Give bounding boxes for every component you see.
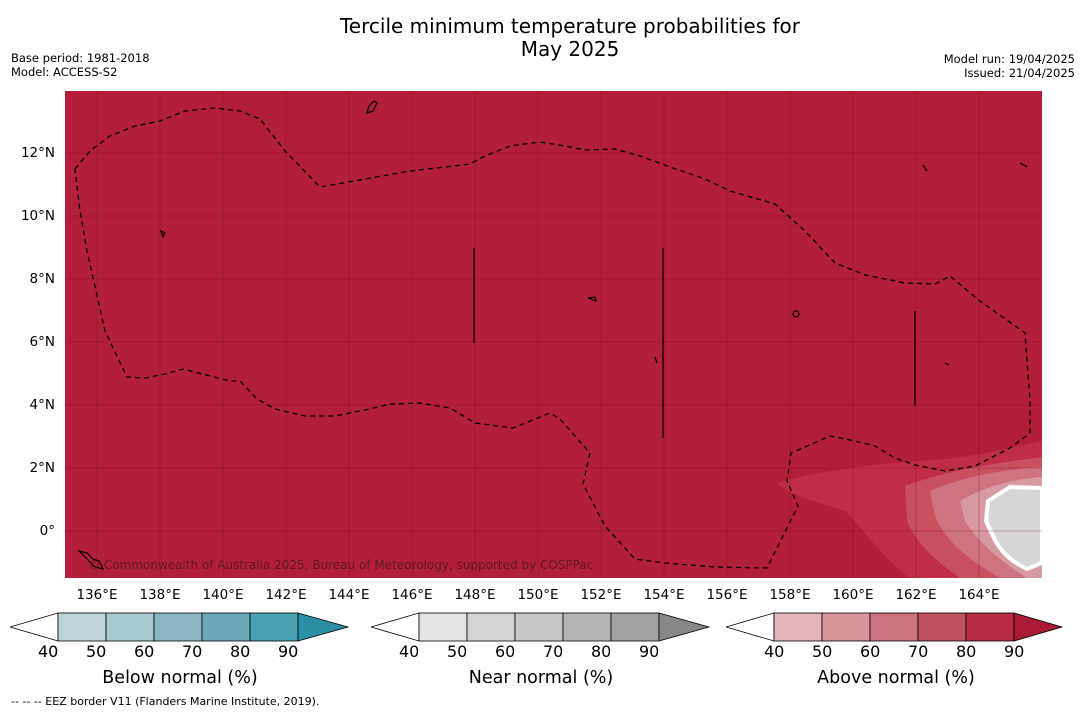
lon-label-160e: 160°E: [832, 587, 874, 603]
probability-map: [65, 91, 1042, 578]
lat-label-8n: 8°N: [29, 271, 55, 287]
near-tick-80: 80: [591, 642, 612, 661]
lon-label-152e: 152°E: [580, 587, 622, 603]
colorbar-above-ticks: 40 50 60 70 80 90: [764, 642, 1054, 662]
above-tick-40: 40: [764, 642, 785, 661]
near-bin-80-90: [610, 612, 660, 642]
lon-label-158e: 158°E: [769, 587, 811, 603]
near-tick-70: 70: [543, 642, 564, 661]
lon-label-150e: 150°E: [517, 587, 559, 603]
below-tick-50: 50: [86, 642, 107, 661]
below-bin-40-50: [57, 612, 107, 642]
colorbar-near-ticks: 40 50 60 70 80 90: [399, 642, 689, 662]
below-bin-70-80: [201, 612, 251, 642]
near-bin-60-70: [514, 612, 564, 642]
near-over-arrow: [658, 612, 711, 642]
near-under-arrow: [369, 612, 420, 642]
lon-label-164e: 164°E: [958, 587, 1000, 603]
lon-label-154e: 154°E: [643, 587, 685, 603]
graticule: [65, 91, 1042, 578]
lon-label-156e: 156°E: [706, 587, 748, 603]
near-bin-40-50: [418, 612, 468, 642]
colorbar-below-normal: [8, 612, 350, 646]
below-bin-60-70: [153, 612, 203, 642]
colorbar-below-ticks: 40 50 60 70 80 90: [38, 642, 328, 662]
colorbar-near-normal: [369, 612, 711, 646]
below-under-arrow: [8, 612, 59, 642]
colorbar-near-svg: [369, 612, 711, 642]
colorbar-above-svg: [724, 612, 1064, 642]
near-tick-60: 60: [495, 642, 516, 661]
above-bin-40-50: [773, 612, 823, 642]
below-tick-90: 90: [278, 642, 299, 661]
model-name: Model: ACCESS-S2: [11, 65, 118, 79]
above-tick-90: 90: [1004, 642, 1025, 661]
above-tick-60: 60: [860, 642, 881, 661]
lon-label-142e: 142°E: [265, 587, 307, 603]
meta-left: Base period: 1981-2018 Model: ACCESS-S2: [11, 51, 150, 79]
map-svg: [65, 91, 1042, 578]
near-tick-50: 50: [447, 642, 468, 661]
lon-label-140e: 140°E: [202, 587, 244, 603]
lat-label-2n: 2°N: [29, 460, 55, 476]
below-tick-70: 70: [182, 642, 203, 661]
colorbar-near-title: Near normal (%): [468, 668, 614, 688]
above-tick-80: 80: [956, 642, 977, 661]
lon-label-162e: 162°E: [895, 587, 937, 603]
model-run: Model run: 19/04/2025: [943, 52, 1075, 66]
near-tick-40: 40: [399, 642, 420, 661]
issued-date: Issued: 21/04/2025: [964, 66, 1075, 80]
lat-label-6n: 6°N: [29, 334, 55, 350]
below-bin-50-60: [105, 612, 155, 642]
islands: [77, 100, 1028, 570]
lon-label-144e: 144°E: [328, 587, 370, 603]
near-tick-90: 90: [639, 642, 660, 661]
near-normal-region: [983, 484, 1042, 572]
eez-border: [74, 107, 1031, 569]
lat-label-10n: 10°N: [20, 208, 55, 224]
below-over-arrow: [297, 612, 350, 642]
below-bin-80-90: [249, 612, 299, 642]
below-tick-80: 80: [230, 642, 251, 661]
lon-label-138e: 138°E: [139, 587, 181, 603]
lat-label-12n: 12°N: [20, 145, 55, 161]
lat-label-0: 0°: [39, 523, 55, 539]
title-line-2: May 2025: [520, 37, 620, 61]
above-under-arrow: [724, 612, 775, 642]
base-period: Base period: 1981-2018: [11, 51, 150, 65]
meta-right: Model run: 19/04/2025 Issued: 21/04/2025: [944, 52, 1075, 80]
near-bin-50-60: [466, 612, 516, 642]
above-bin-70-80: [917, 612, 967, 642]
colorbar-below-svg: [8, 612, 350, 642]
copyright-notice: © Commonwealth of Australia 2025, Bureau…: [88, 558, 594, 572]
near-bin-70-80: [562, 612, 612, 642]
above-bin-80-90: [965, 612, 1015, 642]
above-bin-60-70: [869, 612, 919, 642]
above-bin-50-60: [821, 612, 871, 642]
colorbar-above-normal: [724, 612, 1066, 646]
below-tick-60: 60: [134, 642, 155, 661]
chart-title: Tercile minimum temperature probabilitie…: [0, 15, 1085, 61]
lon-label-148e: 148°E: [454, 587, 496, 603]
lat-label-4n: 4°N: [29, 397, 55, 413]
lon-label-146e: 146°E: [391, 587, 433, 603]
below-tick-40: 40: [38, 642, 59, 661]
lon-label-136e: 136°E: [76, 587, 118, 603]
title-line-1: Tercile minimum temperature probabilitie…: [339, 14, 801, 38]
colorbar-below-title: Below normal (%): [102, 668, 258, 688]
eez-footnote: -- -- -- EEZ border V11 (Flanders Marine…: [11, 695, 320, 708]
above-tick-70: 70: [908, 642, 929, 661]
above-tick-50: 50: [812, 642, 833, 661]
above-over-arrow: [1013, 612, 1064, 642]
colorbar-above-title: Above normal (%): [817, 668, 975, 688]
